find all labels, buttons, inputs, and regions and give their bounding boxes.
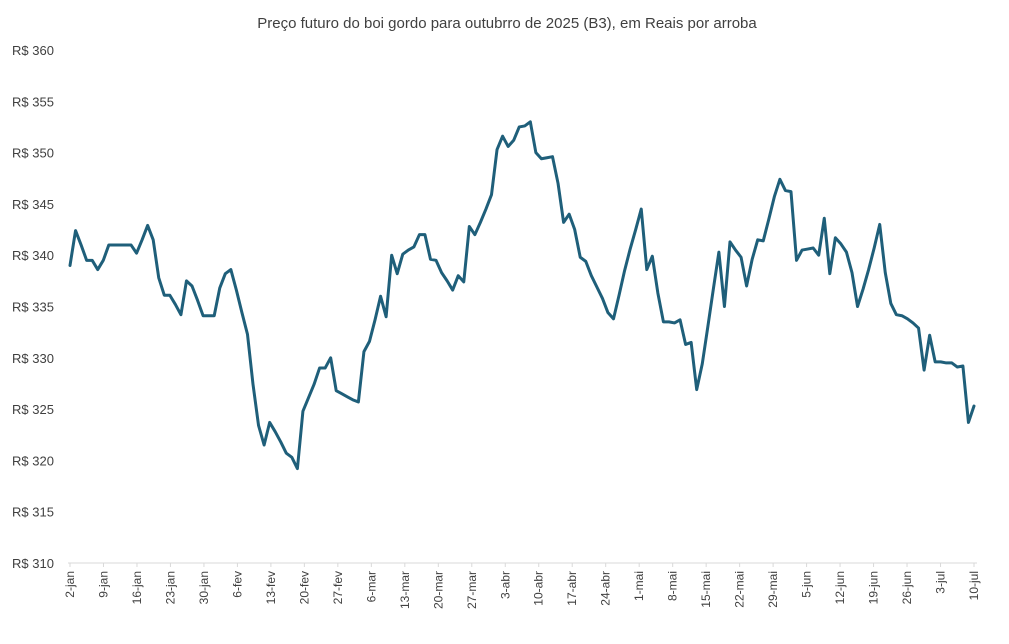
- y-tick-label: R$ 315: [12, 505, 54, 520]
- x-tick-label: 3-jul: [934, 571, 948, 594]
- y-tick-label: R$ 310: [12, 556, 54, 571]
- x-tick-label: 27-mar: [465, 571, 479, 609]
- x-axis: 2-jan 9-jan 16-jan 23-jan 30-jan 6-fev 13-fev 2…: [63, 562, 981, 609]
- x-tick-label: 9-jan: [96, 571, 110, 598]
- y-tick-label: R$ 330: [12, 351, 54, 366]
- x-tick-label: 3-abr: [498, 571, 512, 599]
- plot-area: [68, 120, 976, 471]
- y-tick-label: R$ 350: [12, 146, 54, 161]
- y-tick-label: R$ 345: [12, 197, 54, 212]
- y-tick-label: R$ 335: [12, 300, 54, 315]
- series-line-0: [68, 120, 976, 471]
- x-tick-label: 20-fev: [297, 571, 311, 604]
- x-tick-label: 17-abr: [565, 571, 579, 606]
- x-tick-label: 16-jan: [130, 571, 144, 604]
- chart-title: Preço futuro do boi gordo para outubrro …: [257, 15, 757, 32]
- x-tick-label: 19-jun: [867, 571, 881, 604]
- x-tick-label: 8-mai: [666, 571, 680, 601]
- y-axis: R$ 310 R$ 315 R$ 320 R$ 325 R$ 330 R$ 335 R$ 3…: [12, 43, 54, 571]
- x-tick-label: 2-jan: [63, 571, 77, 598]
- x-tick-label: 26-jun: [900, 571, 914, 604]
- x-tick-label: 15-mai: [699, 571, 713, 608]
- x-tick-label: 6-fev: [230, 571, 244, 598]
- x-tick-label: 10-abr: [532, 571, 546, 606]
- x-tick-label: 13-mar: [398, 571, 412, 609]
- x-tick-label: 13-fev: [264, 571, 278, 604]
- y-tick-label: R$ 320: [12, 453, 54, 468]
- x-tick-label: 20-mar: [431, 571, 445, 609]
- x-tick-label: 5-jun: [800, 571, 814, 598]
- y-tick-label: R$ 325: [12, 402, 54, 417]
- x-tick-label: 12-jun: [833, 571, 847, 604]
- x-tick-label: 23-jan: [163, 571, 177, 604]
- x-tick-label: 30-jan: [197, 571, 211, 604]
- x-tick-label: 29-mai: [766, 571, 780, 608]
- x-tick-label: 22-mai: [733, 571, 747, 608]
- y-tick-label: R$ 360: [12, 43, 54, 58]
- x-tick-label: 1-mai: [632, 571, 646, 601]
- x-tick-label: 27-fev: [331, 571, 345, 604]
- y-tick-label: R$ 340: [12, 248, 54, 263]
- x-tick-label: 6-mar: [364, 571, 378, 602]
- y-tick-label: R$ 355: [12, 94, 54, 109]
- x-tick-label: 10-jul: [967, 571, 981, 600]
- x-tick-label: 24-abr: [599, 571, 613, 606]
